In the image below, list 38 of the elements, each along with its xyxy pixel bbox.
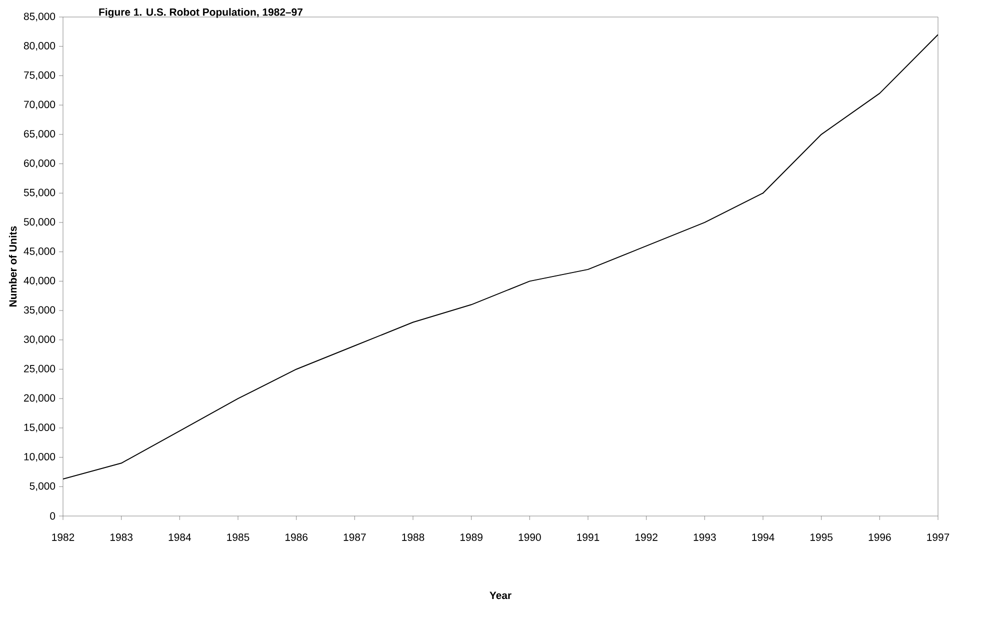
x-tick-label: 1985: [227, 534, 250, 541]
y-tick-label: 85,000: [24, 12, 56, 22]
x-tick-label: 1996: [868, 534, 891, 541]
x-tick-label: 1987: [344, 534, 366, 541]
x-tick-label: 1997: [927, 534, 950, 541]
x-tick-label: 1990: [518, 534, 541, 541]
x-tick-label: 1995: [810, 534, 833, 541]
y-tick-label: 45,000: [24, 248, 56, 256]
x-axis-title: Year: [490, 592, 512, 600]
x-tick-label: 1991: [577, 534, 600, 541]
y-tick-label: 55,000: [24, 188, 56, 198]
y-tick-label: 25,000: [24, 364, 56, 374]
y-tick-label: 10,000: [24, 452, 56, 462]
y-tick-label: 50,000: [24, 218, 56, 227]
x-tick-label: 1983: [110, 534, 133, 541]
y-tick-label: 20,000: [24, 394, 56, 403]
line-series: [63, 34, 938, 480]
y-tick-label: 0: [50, 512, 56, 520]
x-tick-label: 1982: [52, 534, 74, 541]
y-tick-label: 65,000: [24, 130, 56, 139]
x-tick-label: 1992: [636, 534, 658, 541]
y-tick-label: 70,000: [24, 100, 56, 110]
y-tick-label: 15,000: [24, 424, 56, 432]
y-tick-label: 75,000: [24, 71, 56, 80]
x-tick-label: 1989: [460, 534, 482, 541]
y-tick-label: 80,000: [24, 42, 56, 51]
y-tick-label: 35,000: [24, 306, 56, 315]
y-tick-label: 30,000: [24, 336, 56, 344]
y-tick-label: 40,000: [24, 276, 56, 286]
y-axis-title: Number of Units: [8, 226, 17, 306]
x-tick-label: 1994: [752, 534, 774, 541]
x-tick-label: 1984: [168, 534, 191, 541]
x-tick-label: 1988: [402, 534, 424, 541]
y-tick-label: 5,000: [30, 482, 56, 491]
y-tick-label: 60,000: [24, 159, 56, 168]
x-tick-label: 1993: [694, 534, 716, 541]
chart-title: Figure 1. U.S. Robot Population, 1982–97: [99, 8, 302, 18]
x-tick-label: 1986: [285, 534, 308, 541]
